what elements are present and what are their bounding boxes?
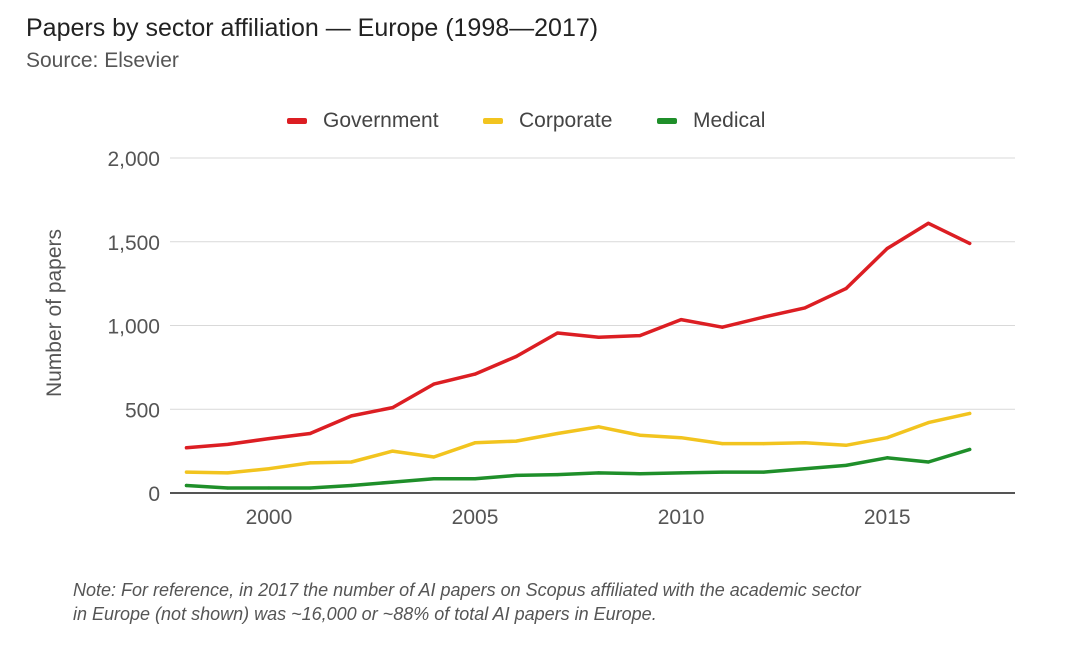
data-point-government: [349, 414, 353, 418]
series-line-medical: [184, 447, 972, 490]
chart-title: Papers by sector affiliation — Europe (1…: [26, 14, 599, 42]
chart-subtitle: Source: Elsevier: [26, 49, 179, 72]
footnote: Note: For reference, in 2017 the number …: [73, 578, 1063, 626]
x-tick-label: 2015: [864, 506, 911, 529]
data-point-medical: [432, 477, 436, 481]
series-lines: [184, 221, 972, 490]
data-point-corporate: [803, 441, 807, 445]
data-point-medical: [184, 483, 189, 488]
data-point-government: [803, 306, 807, 310]
legend-swatch-medical: [657, 118, 677, 124]
data-point-medical: [720, 470, 724, 474]
legend-item-government: Government: [287, 106, 439, 136]
data-point-government: [844, 287, 848, 291]
legend-item-medical: Medical: [657, 106, 765, 136]
data-point-corporate: [390, 449, 395, 453]
y-tick-label: 500: [125, 399, 160, 422]
chart-legend: Government Corporate Medical: [0, 106, 1080, 136]
data-point-government: [926, 221, 931, 225]
gridlines: [170, 157, 1015, 410]
data-point-government: [968, 241, 972, 246]
data-point-government: [555, 331, 560, 335]
data-point-medical: [844, 463, 848, 467]
data-point-medical: [267, 486, 271, 490]
data-point-government: [885, 246, 889, 251]
legend-item-corporate: Corporate: [483, 106, 612, 136]
data-point-government: [308, 431, 312, 436]
axes: 0 500 1,000 1,500 2,000 2000 2005 2010 2015: [107, 148, 1015, 529]
data-point-corporate: [555, 431, 560, 436]
data-point-government: [473, 372, 477, 376]
data-point-corporate: [968, 411, 972, 416]
data-point-government: [638, 333, 642, 338]
data-point-government: [390, 405, 395, 410]
series-line-corporate: [184, 411, 972, 475]
data-point-corporate: [885, 436, 889, 440]
data-point-medical: [308, 486, 312, 490]
footnote-line-1: Note: For reference, in 2017 the number …: [73, 580, 861, 600]
data-point-government: [432, 382, 436, 386]
y-tick-label: 2,000: [107, 148, 160, 171]
legend-swatch-corporate: [483, 118, 503, 124]
legend-swatch-government: [287, 118, 307, 124]
data-point-government: [761, 315, 766, 319]
data-point-medical: [638, 472, 642, 476]
data-point-government: [679, 318, 683, 322]
data-point-government: [597, 335, 601, 339]
data-point-government: [267, 436, 271, 441]
data-point-corporate: [432, 455, 436, 459]
data-point-medical: [885, 456, 889, 460]
data-point-corporate: [226, 471, 230, 475]
legend-label-corporate: Corporate: [519, 109, 613, 132]
y-tick-label: 1,500: [107, 232, 160, 255]
data-point-corporate: [638, 433, 642, 437]
data-point-medical: [803, 467, 807, 471]
legend-label-government: Government: [323, 109, 439, 132]
data-point-medical: [597, 471, 601, 475]
y-axis-title: Number of papers: [43, 229, 66, 397]
data-point-medical: [390, 480, 395, 484]
data-point-medical: [968, 447, 972, 452]
legend-label-medical: Medical: [693, 109, 766, 132]
data-point-government: [226, 442, 230, 447]
series-line-government: [184, 221, 972, 450]
data-point-corporate: [514, 439, 518, 443]
data-point-corporate: [184, 470, 189, 474]
data-point-government: [514, 354, 518, 359]
data-point-government: [184, 446, 189, 450]
data-point-corporate: [308, 461, 312, 465]
data-point-corporate: [926, 421, 931, 425]
x-tick-label: 2010: [658, 506, 705, 529]
data-point-medical: [349, 483, 353, 488]
data-point-corporate: [844, 443, 848, 447]
data-point-corporate: [720, 441, 724, 446]
y-tick-label: 1,000: [107, 316, 160, 339]
data-point-medical: [555, 472, 560, 477]
data-point-medical: [679, 471, 683, 475]
x-tick-label: 2005: [452, 506, 499, 529]
data-point-medical: [926, 460, 931, 464]
data-point-corporate: [473, 441, 477, 445]
data-point-corporate: [267, 467, 271, 471]
data-point-corporate: [349, 460, 353, 464]
data-point-medical: [514, 473, 518, 478]
data-point-corporate: [597, 425, 601, 429]
x-tick-label: 2000: [246, 506, 293, 529]
data-point-corporate: [679, 436, 683, 440]
y-tick-label: 0: [148, 483, 160, 506]
footnote-line-2: in Europe (not shown) was ~16,000 or ~88…: [73, 604, 657, 624]
data-point-medical: [226, 486, 230, 490]
data-point-corporate: [761, 441, 766, 446]
data-point-government: [720, 325, 724, 329]
data-point-medical: [473, 477, 477, 481]
data-point-medical: [761, 470, 766, 474]
